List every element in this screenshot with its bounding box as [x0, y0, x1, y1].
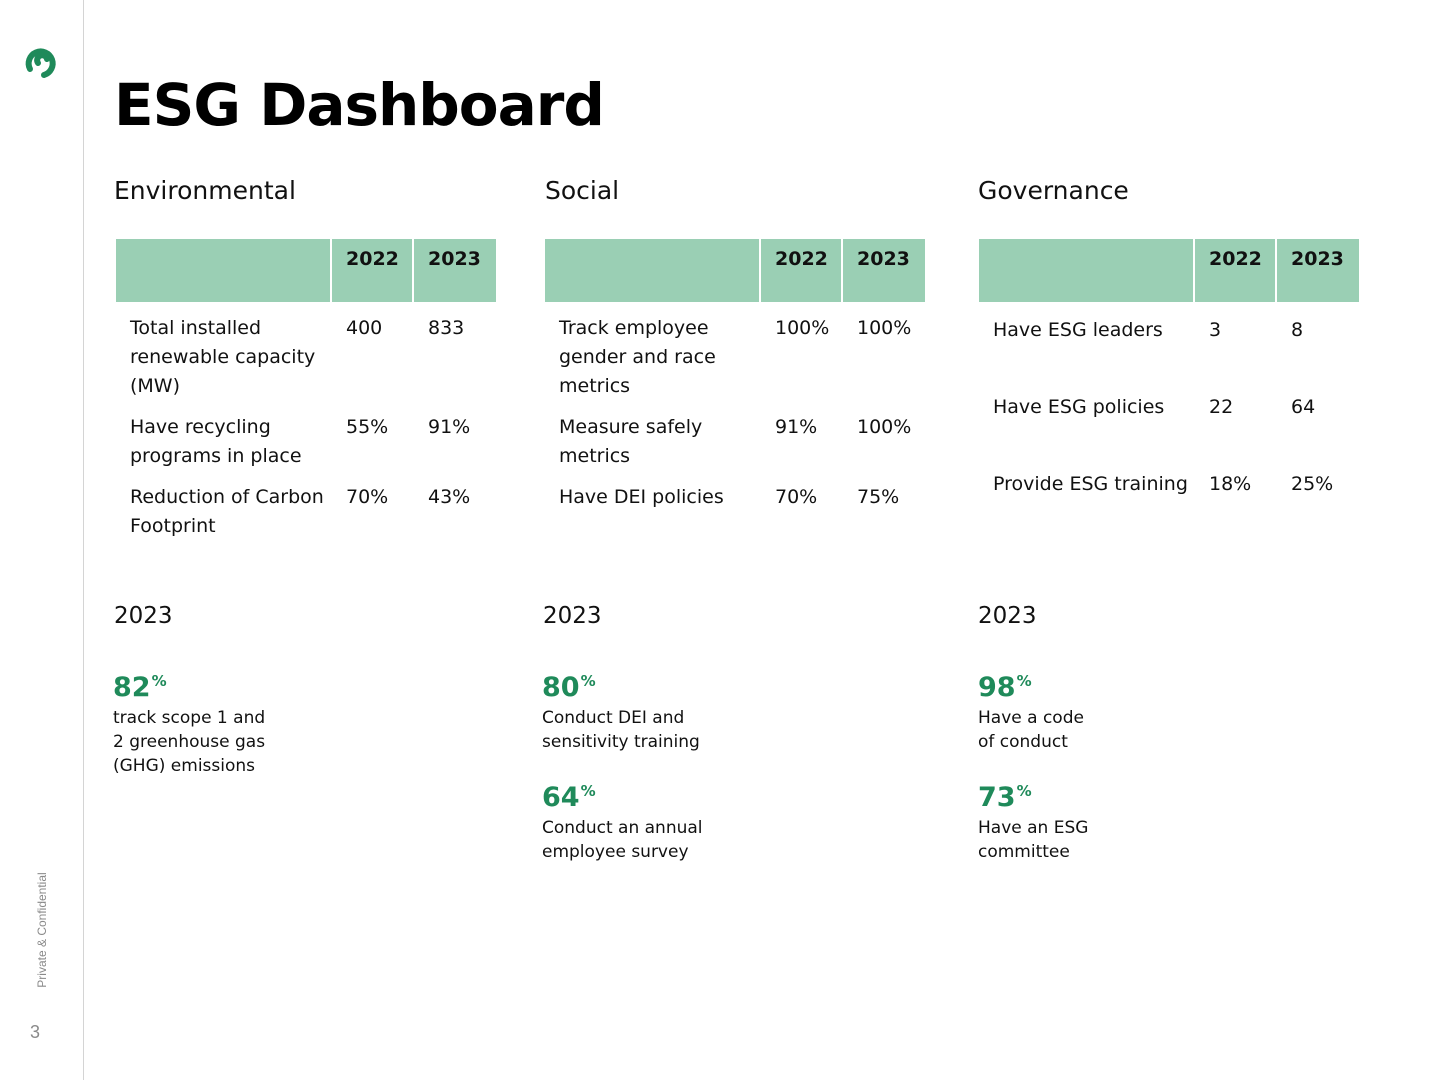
- row-label: Reduction of Carbon Footprint: [130, 486, 324, 537]
- sidebar: Private & Confidential 3: [0, 0, 84, 1080]
- stat-block: 82% track scope 1 and 2 greenhouse gas (…: [113, 665, 373, 778]
- value-2023: 833: [428, 317, 465, 339]
- stat-unit: %: [580, 782, 596, 800]
- table-header-cell: 2023: [843, 239, 925, 302]
- table-header-cell: 2023: [1277, 239, 1359, 302]
- social-table: 2022 2023 Track employee gender and race…: [543, 239, 927, 512]
- stat-unit: %: [1016, 782, 1032, 800]
- value-2022: 70%: [775, 486, 818, 508]
- stat-value: 82%: [113, 672, 167, 703]
- table-row: Reduction of Carbon Footprint 70% 43%: [116, 471, 496, 541]
- row-label: Total installed renewable capacity (MW): [130, 317, 316, 397]
- value-2022: 3: [1209, 319, 1222, 341]
- stat-value: 98%: [978, 672, 1032, 703]
- value-2023: 25%: [1291, 473, 1334, 495]
- value-2023: 100%: [857, 416, 912, 438]
- row-label: Provide ESG training: [993, 473, 1188, 495]
- stat-description: Conduct an annual employee survey: [542, 818, 703, 862]
- page-title: ESG Dashboard: [114, 71, 605, 139]
- table-header-row: 2022 2023: [979, 239, 1359, 302]
- year-label-social: 2023: [543, 603, 602, 629]
- stat-unit: %: [1016, 672, 1032, 690]
- table-header-row: 2022 2023: [116, 239, 496, 302]
- value-2022: 22: [1209, 396, 1234, 418]
- section-title-social: Social: [545, 176, 620, 205]
- stat-block: 98% Have a code of conduct: [978, 665, 1238, 754]
- stat-unit: %: [580, 672, 596, 690]
- stat-description: Have an ESG committee: [978, 818, 1089, 862]
- table-header-cell: 2023: [414, 239, 496, 302]
- row-label: Track employee gender and race metrics: [559, 317, 716, 397]
- table-row: Measure safely metrics 91% 100%: [545, 401, 925, 471]
- value-2023: 43%: [428, 486, 471, 508]
- table-header-row: 2022 2023: [545, 239, 925, 302]
- value-2022: 18%: [1209, 473, 1252, 495]
- confidential-label: Private & Confidential: [35, 872, 49, 988]
- stat-value: 73%: [978, 782, 1032, 813]
- section-title-environmental: Environmental: [114, 176, 296, 205]
- governance-table: 2022 2023 Have ESG leaders 3 8 Have ESG …: [977, 239, 1361, 499]
- table-header-cell: [545, 239, 759, 302]
- table-row: Total installed renewable capacity (MW) …: [116, 302, 496, 401]
- table-row: Have ESG leaders 3 8: [979, 302, 1359, 345]
- table-row: Provide ESG training 18% 25%: [979, 422, 1359, 499]
- value-2022: 70%: [346, 486, 389, 508]
- stat-description: track scope 1 and 2 greenhouse gas (GHG)…: [113, 708, 266, 776]
- stat-value: 80%: [542, 672, 596, 703]
- environmental-table: 2022 2023 Total installed renewable capa…: [114, 239, 498, 541]
- table-row: Track employee gender and race metrics 1…: [545, 302, 925, 401]
- stat-description: Have a code of conduct: [978, 708, 1084, 752]
- stat-unit: %: [151, 672, 167, 690]
- value-2023: 8: [1291, 319, 1304, 341]
- table-row: Have DEI policies 70% 75%: [545, 471, 925, 512]
- brand-link-icon: [25, 48, 56, 78]
- row-label: Measure safely metrics: [559, 416, 703, 467]
- value-2022: 55%: [346, 416, 389, 438]
- table-header-cell: [979, 239, 1193, 302]
- table-header-cell: [116, 239, 330, 302]
- stat-block: 64% Conduct an annual employee survey: [542, 775, 802, 864]
- value-2023: 91%: [428, 416, 471, 438]
- section-title-governance: Governance: [978, 176, 1129, 205]
- table-row: Have recycling programs in place 55% 91%: [116, 401, 496, 471]
- stat-description: Conduct DEI and sensitivity training: [542, 708, 700, 752]
- value-2023: 64: [1291, 396, 1316, 418]
- table-header-cell: 2022: [761, 239, 841, 302]
- value-2022: 100%: [775, 317, 830, 339]
- row-label: Have ESG policies: [993, 396, 1165, 418]
- stat-block: 80% Conduct DEI and sensitivity training: [542, 665, 802, 754]
- page-number: 3: [30, 1022, 41, 1042]
- value-2022: 91%: [775, 416, 818, 438]
- value-2023: 75%: [857, 486, 900, 508]
- year-label-governance: 2023: [978, 603, 1037, 629]
- table-row: Have ESG policies 22 64: [979, 345, 1359, 422]
- row-label: Have ESG leaders: [993, 319, 1163, 341]
- value-2022: 400: [346, 317, 383, 339]
- year-label-environmental: 2023: [114, 603, 173, 629]
- stat-block: 73% Have an ESG committee: [978, 775, 1238, 864]
- table-header-cell: 2022: [1195, 239, 1275, 302]
- row-label: Have DEI policies: [559, 486, 724, 508]
- row-label: Have recycling programs in place: [130, 416, 302, 467]
- value-2023: 100%: [857, 317, 912, 339]
- table-header-cell: 2022: [332, 239, 412, 302]
- stat-value: 64%: [542, 782, 596, 813]
